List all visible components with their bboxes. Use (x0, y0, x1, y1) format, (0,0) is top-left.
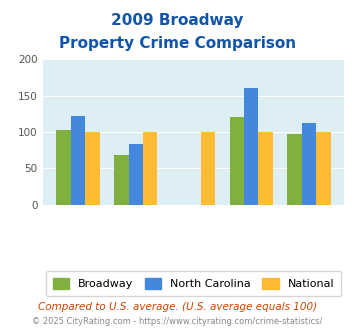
Legend: Broadway, North Carolina, National: Broadway, North Carolina, National (46, 271, 341, 296)
Bar (201, 132, 215, 205)
Text: 2009 Broadway: 2009 Broadway (111, 13, 244, 28)
Bar (230, 117, 244, 205)
Bar (71, 116, 85, 205)
Bar (316, 132, 331, 205)
Bar (114, 155, 129, 205)
Bar (287, 134, 302, 205)
Bar (302, 123, 316, 205)
Text: Property Crime Comparison: Property Crime Comparison (59, 36, 296, 51)
Bar (244, 88, 258, 205)
Bar (56, 130, 71, 205)
Text: © 2025 CityRating.com - https://www.cityrating.com/crime-statistics/: © 2025 CityRating.com - https://www.city… (32, 317, 323, 326)
Text: Compared to U.S. average. (U.S. average equals 100): Compared to U.S. average. (U.S. average … (38, 302, 317, 312)
Bar (85, 132, 100, 205)
Bar (129, 144, 143, 205)
Bar (258, 132, 273, 205)
Bar (143, 132, 157, 205)
